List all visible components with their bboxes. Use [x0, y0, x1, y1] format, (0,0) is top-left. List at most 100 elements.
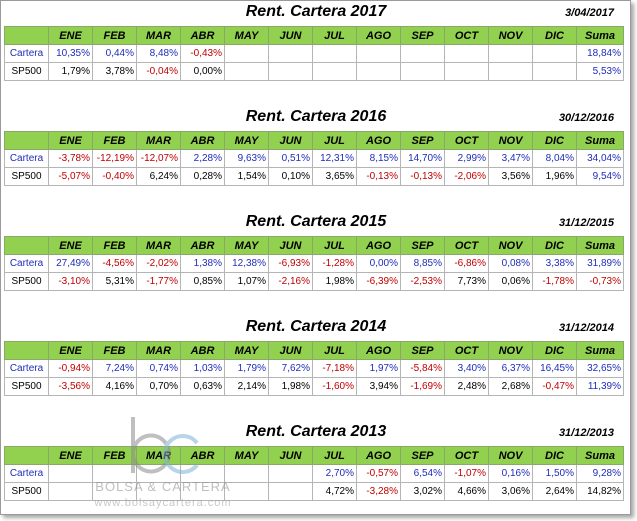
section-title: Rent. Cartera 2017 [245, 3, 387, 20]
column-header: NOV [488, 236, 533, 255]
table-row: Cartera 10,35% 0,44% 8,48% -0,43% 18,84% [4, 44, 624, 63]
column-header: JUN [268, 236, 313, 255]
header-row: ENE FEB MAR ABR MAY JUN JUL AGO SEP OCT NOV DIC Suma [4, 131, 624, 150]
row-label: Cartera [4, 149, 49, 168]
table-row: SP500 -3,56% 4,16% 0,70% 0,63% 2,14% 1,98% -1,6… [4, 377, 624, 396]
value-cell: -1,60% [312, 377, 357, 396]
column-header: DIC [532, 26, 577, 45]
column-header: SEP [400, 236, 445, 255]
value-cell: 0,00% [356, 254, 401, 273]
column-header: OCT [444, 26, 489, 45]
column-header: NOV [488, 446, 533, 465]
column-header: JUL [312, 131, 357, 150]
value-cell: -0,47% [532, 377, 577, 396]
column-header: AGO [356, 236, 401, 255]
column-header: MAR [136, 131, 181, 150]
column-header: JUN [268, 131, 313, 150]
column-header: ENE [48, 26, 93, 45]
value-cell: -1,28% [312, 254, 357, 273]
value-cell [268, 44, 313, 63]
value-cell: -6,86% [444, 254, 489, 273]
value-cell: 0,10% [268, 167, 313, 186]
column-header: ABR [180, 131, 225, 150]
value-cell [400, 62, 445, 81]
value-cell: -7,18% [312, 359, 357, 378]
value-cell: 3,40% [444, 359, 489, 378]
value-cell [92, 482, 137, 501]
value-cell: 12,38% [224, 254, 269, 273]
value-cell: -2,06% [444, 167, 489, 186]
value-cell [224, 482, 269, 501]
value-cell [180, 482, 225, 501]
value-cell: 1,54% [224, 167, 269, 186]
year-section: Rent. Cartera 2015 31/12/2015 ENE FEB MAR ABR… [1, 211, 632, 315]
column-header: NOV [488, 131, 533, 150]
value-cell: 0,70% [136, 377, 181, 396]
column-header: JUN [268, 341, 313, 360]
row-label: Cartera [4, 44, 49, 63]
value-cell [400, 44, 445, 63]
value-cell [48, 464, 93, 483]
column-header: MAR [136, 26, 181, 45]
table-row: SP500 -5,07% -0,40% 6,24% 0,28% 1,54% 0,10% 3,6… [4, 167, 624, 186]
value-cell [224, 464, 269, 483]
column-header: DIC [532, 341, 577, 360]
value-cell: -5,07% [48, 167, 93, 186]
returns-table: ENE FEB MAR ABR MAY JUN JUL AGO SEP OCT NOV DIC Suma… [4, 236, 624, 291]
value-cell: 0,28% [180, 167, 225, 186]
header-corner-cell [4, 131, 49, 150]
header-corner-cell [4, 26, 49, 45]
value-cell: 3,02% [400, 482, 445, 501]
value-cell: 5,31% [92, 272, 137, 291]
row-label: SP500 [4, 482, 49, 501]
table-row: Cartera -3,78% -12,19% -12,07% 2,28% 9,63% 0,5… [4, 149, 624, 168]
value-cell: 0,51% [268, 149, 313, 168]
value-cell: 27,49% [48, 254, 93, 273]
value-cell: 9,63% [224, 149, 269, 168]
column-header: MAY [224, 236, 269, 255]
row-label: Cartera [4, 359, 49, 378]
section-date: 31/12/2014 [558, 322, 614, 334]
value-cell: 1,03% [180, 359, 225, 378]
column-header: FEB [92, 26, 137, 45]
value-cell: 0,63% [180, 377, 225, 396]
value-cell: -3,56% [48, 377, 93, 396]
column-header: SEP [400, 131, 445, 150]
value-cell: 6,54% [400, 464, 445, 483]
value-cell [312, 44, 357, 63]
header-corner-cell [4, 446, 49, 465]
value-cell [532, 62, 577, 81]
column-header: SEP [400, 26, 445, 45]
value-cell: 3,38% [532, 254, 577, 273]
value-cell [48, 482, 93, 501]
value-cell: 31,89% [576, 254, 624, 273]
value-cell: 2,28% [180, 149, 225, 168]
value-cell: 7,73% [444, 272, 489, 291]
column-header: AGO [356, 131, 401, 150]
year-section: Rent. Cartera 2016 30/12/2016 ENE FEB MAR ABR… [1, 106, 632, 210]
row-label: SP500 [4, 167, 49, 186]
value-cell [136, 464, 181, 483]
row-label: Cartera [4, 254, 49, 273]
row-label: SP500 [4, 62, 49, 81]
column-header: Suma [576, 131, 624, 150]
section-title: Rent. Cartera 2013 [245, 423, 387, 440]
table-row: Cartera 2,70% -0,57% 6,54% -1,07% 0,16% 1,50% 9… [4, 464, 624, 483]
value-cell: -0,13% [356, 167, 401, 186]
value-cell: -12,19% [92, 149, 137, 168]
value-cell: -0,57% [356, 464, 401, 483]
column-header: DIC [532, 236, 577, 255]
value-cell: 34,04% [576, 149, 624, 168]
column-header: JUL [312, 236, 357, 255]
value-cell: -12,07% [136, 149, 181, 168]
year-section: Rent. Cartera 2017 3/04/2017 ENE FEB MAR ABR M… [1, 1, 632, 105]
value-cell: 3,78% [92, 62, 137, 81]
value-cell [224, 44, 269, 63]
value-cell [268, 62, 313, 81]
returns-table: ENE FEB MAR ABR MAY JUN JUL AGO SEP OCT NOV DIC Suma… [4, 26, 624, 81]
value-cell: 1,07% [224, 272, 269, 291]
header-corner-cell [4, 236, 49, 255]
column-header: ENE [48, 131, 93, 150]
value-cell: -3,28% [356, 482, 401, 501]
value-cell [180, 464, 225, 483]
